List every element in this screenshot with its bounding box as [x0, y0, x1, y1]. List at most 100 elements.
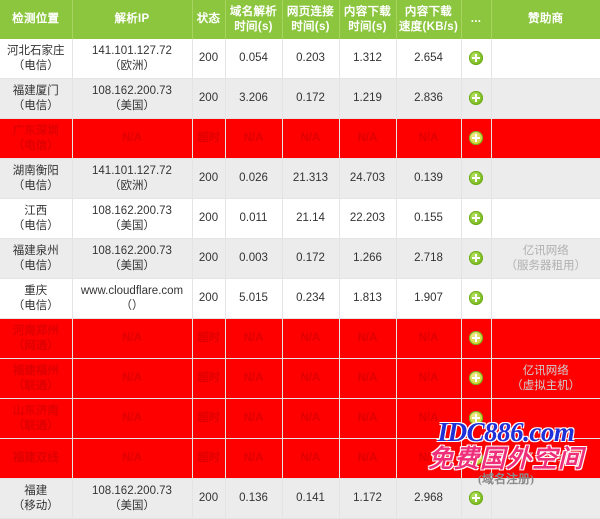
plus-circle-icon[interactable]	[469, 331, 483, 346]
sponsor-detail: （服务器租用）	[505, 259, 587, 272]
plus-circle-icon[interactable]	[469, 251, 483, 266]
cell-connect-time: 21.313	[282, 158, 340, 199]
cell-dns-time: 0.003	[225, 238, 283, 279]
cell-expand[interactable]	[461, 318, 492, 359]
cell-location: 河南郑州 （网通）	[0, 318, 73, 359]
cell-sponsor: 亿讯网络 （虚拟主机）	[491, 358, 600, 399]
cell-expand[interactable]	[461, 478, 492, 519]
resolved-ip-value: 108.162.200.73	[92, 204, 172, 217]
cell-download-time: N/A	[339, 118, 397, 159]
column-header-connect-time[interactable]: 网页连接 时间(s)	[282, 0, 340, 39]
sponsor-detail: （虚拟主机）	[511, 379, 581, 392]
cell-status: 超时	[192, 118, 226, 159]
plus-circle-icon[interactable]	[469, 211, 483, 226]
cell-location: 福建 （移动）	[0, 478, 73, 519]
column-header-dns-time-line2: 时间(s)	[234, 20, 273, 33]
column-header-location[interactable]: 检测位置	[0, 0, 73, 39]
plus-circle-icon[interactable]	[469, 411, 483, 426]
table-row[interactable]: 山东济南 （联通） N/A 超时 N/A N/A N/A N/A	[0, 398, 600, 439]
plus-circle-icon[interactable]	[469, 91, 483, 106]
cell-status: 200	[192, 198, 226, 239]
cell-connect-time: N/A	[282, 118, 340, 159]
cell-dns-time: N/A	[225, 398, 283, 439]
cell-download-speed: 2.654	[396, 39, 462, 79]
cell-connect-time: N/A	[282, 438, 340, 479]
location-name: 福建福州	[12, 364, 59, 377]
cell-download-speed: 2.718	[396, 238, 462, 279]
cell-location: 湖南衡阳 （电信）	[0, 158, 73, 199]
column-header-more[interactable]: ...	[461, 0, 492, 39]
plus-circle-icon[interactable]	[469, 451, 483, 466]
table-row[interactable]: 福建厦门 （电信） 108.162.200.73 （美国） 200 3.206 0.172 1…	[0, 78, 600, 119]
location-name: 江西	[24, 204, 48, 217]
table-body: 河北石家庄 （电信） 141.101.127.72 （欧洲） 200 0.054 0.203…	[0, 39, 600, 519]
sponsor-name: 亿讯网络	[522, 364, 569, 377]
resolved-ip-region: （）	[120, 299, 144, 312]
location-name: 重庆	[24, 284, 48, 297]
column-header-sponsor[interactable]: 赞助商	[491, 0, 600, 39]
plus-circle-icon[interactable]	[469, 171, 483, 186]
table-row[interactable]: 江西 （电信） 108.162.200.73 （美国） 200 0.011 21.14 22.…	[0, 198, 600, 239]
column-header-dns-time[interactable]: 域名解析 时间(s)	[225, 0, 283, 39]
cell-resolved-ip: 141.101.127.72 （欧洲）	[72, 158, 193, 199]
cell-expand[interactable]	[461, 39, 492, 79]
location-isp: （电信）	[12, 299, 59, 312]
cell-expand[interactable]	[461, 278, 492, 319]
column-header-download-speed[interactable]: 内容下载 速度(KB/s)	[396, 0, 462, 39]
plus-circle-icon[interactable]	[469, 371, 483, 386]
table-row[interactable]: 福建双线 N/A 超时 N/A N/A N/A N/A 亿讯网络	[0, 438, 600, 479]
table-row[interactable]: 广东深圳 （电信） N/A 超时 N/A N/A N/A N/A	[0, 118, 600, 159]
location-isp: （电信）	[12, 259, 59, 272]
cell-location: 重庆 （电信）	[0, 278, 73, 319]
cell-sponsor	[491, 39, 600, 79]
cell-download-speed: 2.968	[396, 478, 462, 519]
location-name: 山东济南	[12, 404, 59, 417]
cell-expand[interactable]	[461, 438, 492, 479]
cell-download-speed: N/A	[396, 398, 462, 439]
cell-expand[interactable]	[461, 358, 492, 399]
table-row[interactable]: 福建泉州 （电信） 108.162.200.73 （美国） 200 0.003 0.172 1…	[0, 238, 600, 279]
cell-sponsor	[491, 398, 600, 439]
column-header-download-time[interactable]: 内容下载 时间(s)	[339, 0, 397, 39]
table-row[interactable]: 河南郑州 （网通） N/A 超时 N/A N/A N/A N/A	[0, 318, 600, 359]
plus-circle-icon[interactable]	[469, 491, 483, 506]
resolved-ip-value: N/A	[122, 332, 142, 345]
location-isp: （联通）	[12, 419, 59, 432]
cell-status: 超时	[192, 438, 226, 479]
table-row[interactable]: 河北石家庄 （电信） 141.101.127.72 （欧洲） 200 0.054 0.203…	[0, 39, 600, 79]
plus-circle-icon[interactable]	[469, 131, 483, 146]
cell-expand[interactable]	[461, 118, 492, 159]
location-name: 福建泉州	[12, 244, 59, 257]
cell-dns-time: 0.136	[225, 478, 283, 519]
table-row[interactable]: 福建 （移动） 108.162.200.73 （美国） 200 0.136 0.141 1.1…	[0, 478, 600, 519]
location-name: 福建	[24, 484, 48, 497]
cell-download-time: 1.172	[339, 478, 397, 519]
cell-resolved-ip: N/A	[72, 398, 193, 439]
table-header-row: 检测位置 解析IP 状态 域名解析 时间(s) 网页连接 时间(s) 内容下载 …	[0, 0, 600, 39]
table-row[interactable]: 福建福州 （联通） N/A 超时 N/A N/A N/A N/A 亿讯网络 （虚拟主机）	[0, 358, 600, 399]
cell-expand[interactable]	[461, 398, 492, 439]
plus-circle-icon[interactable]	[469, 51, 483, 66]
cell-sponsor	[491, 318, 600, 359]
cell-dns-time: N/A	[225, 358, 283, 399]
cell-location: 山东济南 （联通）	[0, 398, 73, 439]
cell-expand[interactable]	[461, 78, 492, 119]
plus-circle-icon[interactable]	[469, 291, 483, 306]
cell-expand[interactable]	[461, 198, 492, 239]
cell-connect-time: 0.203	[282, 39, 340, 79]
cell-download-speed: N/A	[396, 318, 462, 359]
resolved-ip-value: 108.162.200.73	[92, 484, 172, 497]
column-header-status[interactable]: 状态	[192, 0, 226, 39]
table-row[interactable]: 重庆 （电信） www.cloudflare.com （） 200 5.015 0.234 1…	[0, 278, 600, 319]
resolved-ip-value: N/A	[122, 452, 142, 465]
cell-expand[interactable]	[461, 158, 492, 199]
cell-dns-time: N/A	[225, 438, 283, 479]
table-row[interactable]: 湖南衡阳 （电信） 141.101.127.72 （欧洲） 200 0.026 21.313…	[0, 158, 600, 199]
column-header-ip[interactable]: 解析IP	[72, 0, 193, 39]
cell-expand[interactable]	[461, 238, 492, 279]
cell-status: 超时	[192, 318, 226, 359]
cell-status: 200	[192, 158, 226, 199]
location-name: 福建厦门	[12, 84, 59, 97]
location-isp: （电信）	[12, 219, 59, 232]
cell-dns-time: N/A	[225, 118, 283, 159]
